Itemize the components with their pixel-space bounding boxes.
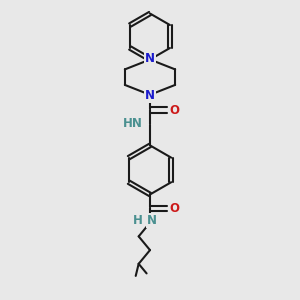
Text: O: O xyxy=(169,103,179,117)
Text: H: H xyxy=(133,214,142,227)
Text: HN: HN xyxy=(122,117,142,130)
Text: N: N xyxy=(145,52,155,65)
Text: O: O xyxy=(169,202,179,215)
Text: N: N xyxy=(147,214,157,227)
Text: N: N xyxy=(145,89,155,102)
